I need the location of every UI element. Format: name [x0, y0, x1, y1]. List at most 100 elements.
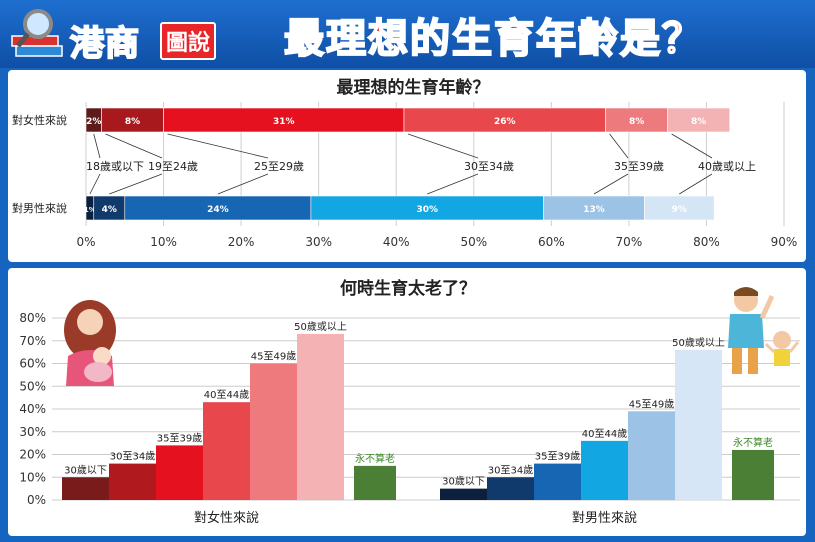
x-tick-label: 90% — [771, 235, 798, 249]
bar-value-label: 26% — [494, 117, 516, 127]
bar-segment — [124, 195, 312, 221]
bar-segment — [310, 195, 544, 221]
bar-label: 45至49歲 — [251, 350, 296, 363]
group-label: 對女性來說 — [194, 510, 259, 526]
y-tick-label: 20% — [19, 448, 46, 462]
y-tick-label: 70% — [19, 334, 46, 348]
bar — [534, 463, 581, 500]
legend-label: 25至29歲 — [254, 159, 304, 173]
bar-value-label: 8% — [691, 117, 706, 127]
leader-line — [407, 133, 479, 159]
bar-label: 35至39歲 — [535, 450, 580, 463]
bar-value-label: 2% — [86, 117, 101, 127]
bar — [62, 477, 109, 500]
bar-label: 30歲以下 — [64, 463, 107, 476]
x-tick-label: 10% — [150, 235, 177, 249]
bar-segment — [403, 107, 606, 133]
bar-value-label: 31% — [273, 117, 295, 127]
bar-label: 50歲或以上 — [672, 336, 725, 349]
leader-line — [593, 173, 629, 195]
leader-line — [105, 133, 163, 159]
bar-label: 45至49歲 — [629, 397, 674, 410]
leader-line — [679, 173, 713, 195]
leader-line — [93, 133, 101, 159]
bar-value-label: 30% — [416, 205, 438, 215]
y-tick-label: 10% — [19, 470, 46, 484]
too-old-chart: 何時生育太老了？ 30歲以下30至34歲35至39歲40至44歲45至49歲50… — [19, 278, 800, 526]
bar — [628, 411, 675, 500]
bar-label: 30歲以下 — [442, 475, 485, 488]
leader-line — [167, 133, 269, 159]
bar-label: 30至34歲 — [110, 450, 155, 463]
x-tick-label: 30% — [305, 235, 332, 249]
y-tick-label: 0% — [27, 493, 46, 507]
x-tick-label: 80% — [693, 235, 720, 249]
bar — [354, 465, 396, 500]
bar-segment — [605, 107, 668, 133]
bar — [581, 440, 628, 500]
logo: 港商 圖說 — [8, 6, 218, 65]
leader-line — [609, 133, 629, 159]
leader-line — [427, 173, 479, 195]
group-label: 對男性來說 — [572, 510, 637, 526]
bar — [297, 333, 344, 500]
x-tick-label: 40% — [383, 235, 410, 249]
bar-label: 30至34歲 — [488, 463, 533, 476]
bar-segment — [644, 195, 715, 221]
bar — [203, 402, 250, 500]
bar-label: 50歲或以上 — [294, 320, 347, 333]
legend-label: 18歲或以下 — [86, 159, 144, 173]
x-tick-label: 20% — [228, 235, 255, 249]
bar-label: 永不算老 — [355, 452, 395, 465]
x-tick-label: 70% — [616, 235, 643, 249]
bar — [156, 445, 203, 500]
too-old-chart-title: 何時生育太老了？ — [340, 278, 476, 299]
bar — [440, 488, 487, 500]
leader-line — [89, 173, 101, 195]
ideal-age-chart-title: 最理想的生育年齡？ — [337, 77, 490, 98]
bar-segment — [667, 107, 731, 133]
too-old-panel: 何時生育太老了？ 30歲以下 30至34歲 35至39歲 40至44歲 45至49歲 50… — [8, 268, 806, 536]
bar — [732, 449, 774, 500]
x-tick-label: 60% — [538, 235, 565, 249]
x-tick-label: 50% — [460, 235, 487, 249]
legend-label: 35至39歲 — [614, 159, 664, 173]
bar-value-label: 4% — [102, 205, 117, 215]
logo-text: 港商 — [69, 23, 140, 65]
bar — [487, 477, 534, 500]
y-tick-label: 30% — [19, 425, 46, 439]
ideal-age-panel: 最理想的生育年齡？ 對女性來說 2% 8% 31% 26% 8% 8% 對男性來說 1% 4% 24… — [8, 70, 806, 262]
bar-value-label: 13% — [583, 205, 605, 215]
banner: 港商 圖說 最理想的生育年齡是？ — [0, 0, 815, 68]
magnifier-books-icon — [11, 9, 63, 57]
bar-value-label: 24% — [207, 205, 229, 215]
logo-tag: 圖說 — [160, 22, 217, 60]
leader-line — [671, 133, 713, 159]
y-tick-label: 60% — [19, 357, 46, 371]
father-son-illustration — [728, 287, 800, 374]
leader-line — [109, 173, 163, 195]
y-tick-label: 40% — [19, 402, 46, 416]
bar — [250, 363, 297, 500]
ideal-age-chart: 最理想的生育年齡？ 對女性來說 2% 8% 31% 26% 8% 8% 對男性來說 1% 4% 24… — [12, 77, 798, 249]
bar-label: 40至44歲 — [204, 388, 249, 401]
bar-segment — [163, 107, 405, 133]
bar-segment — [543, 195, 645, 221]
bar-label: 永不算老 — [733, 436, 773, 449]
bar-label: 40至44歲 — [582, 427, 627, 440]
bar-value-label: 8% — [629, 117, 644, 127]
bar-value-label: 8% — [125, 117, 140, 127]
category-label: 對女性來說 — [12, 113, 67, 127]
bar-value-label: 1% — [84, 206, 96, 214]
bar-label: 35至39歲 — [157, 431, 202, 444]
y-tick-label: 80% — [19, 311, 46, 325]
leader-line — [217, 173, 269, 195]
bar — [675, 349, 722, 500]
legend-label: 19至24歲 — [148, 159, 198, 173]
category-label: 對男性來說 — [12, 201, 67, 215]
x-tick-label: 0% — [76, 235, 95, 249]
mother-baby-illustration — [64, 300, 116, 386]
y-tick-label: 50% — [19, 379, 46, 393]
legend-label: 30至34歲 — [464, 159, 514, 173]
bar-segment — [101, 107, 164, 133]
